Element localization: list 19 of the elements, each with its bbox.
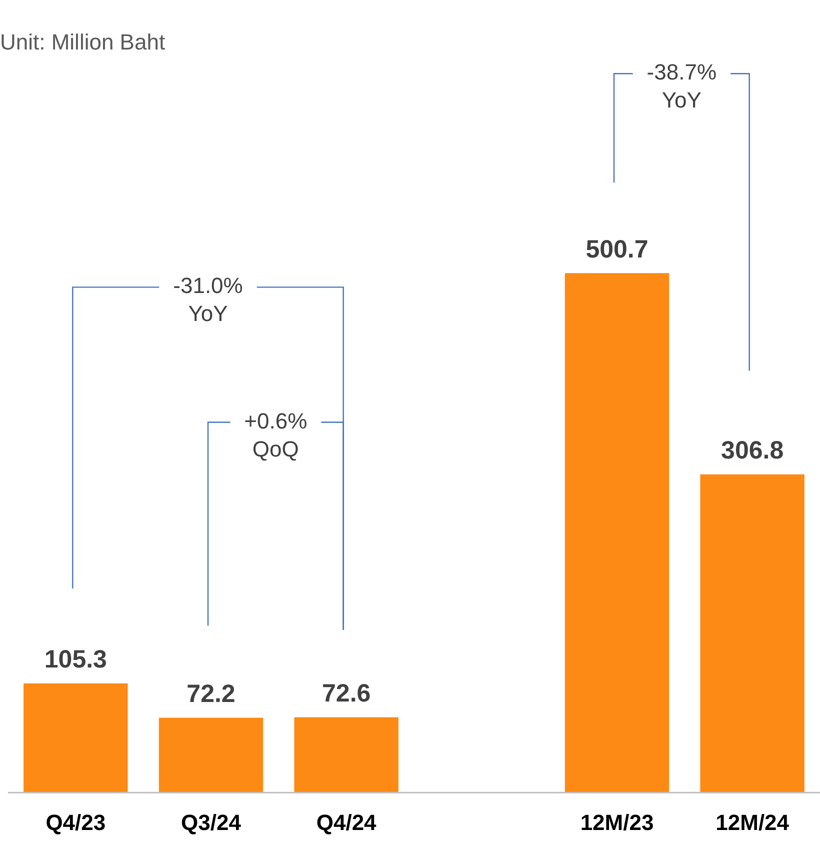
bar — [24, 683, 128, 793]
bar — [564, 273, 670, 793]
annotation: -31.0% YoY — [173, 273, 243, 326]
data-label: 500.7 — [586, 236, 648, 264]
annotation: +0.6% QoQ — [244, 408, 308, 462]
bar — [158, 718, 264, 793]
data-label: 105.3 — [44, 646, 107, 674]
bar — [700, 474, 804, 793]
x-tick-label: Q4/24 — [316, 810, 378, 835]
data-label: 306.8 — [721, 436, 784, 465]
bar — [294, 717, 398, 793]
x-tick-label: 12M/23 — [580, 810, 654, 835]
x-tick-label: 12M/24 — [716, 810, 790, 835]
chart-title: Unit: Million Baht — [0, 29, 166, 54]
data-label: 72.6 — [322, 680, 371, 708]
x-tick-label: Q3/24 — [181, 810, 242, 835]
data-label: 72.2 — [186, 680, 236, 708]
text: -38.7% YoY — [646, 60, 717, 113]
x-tick-label: Q4/23 — [46, 810, 106, 835]
